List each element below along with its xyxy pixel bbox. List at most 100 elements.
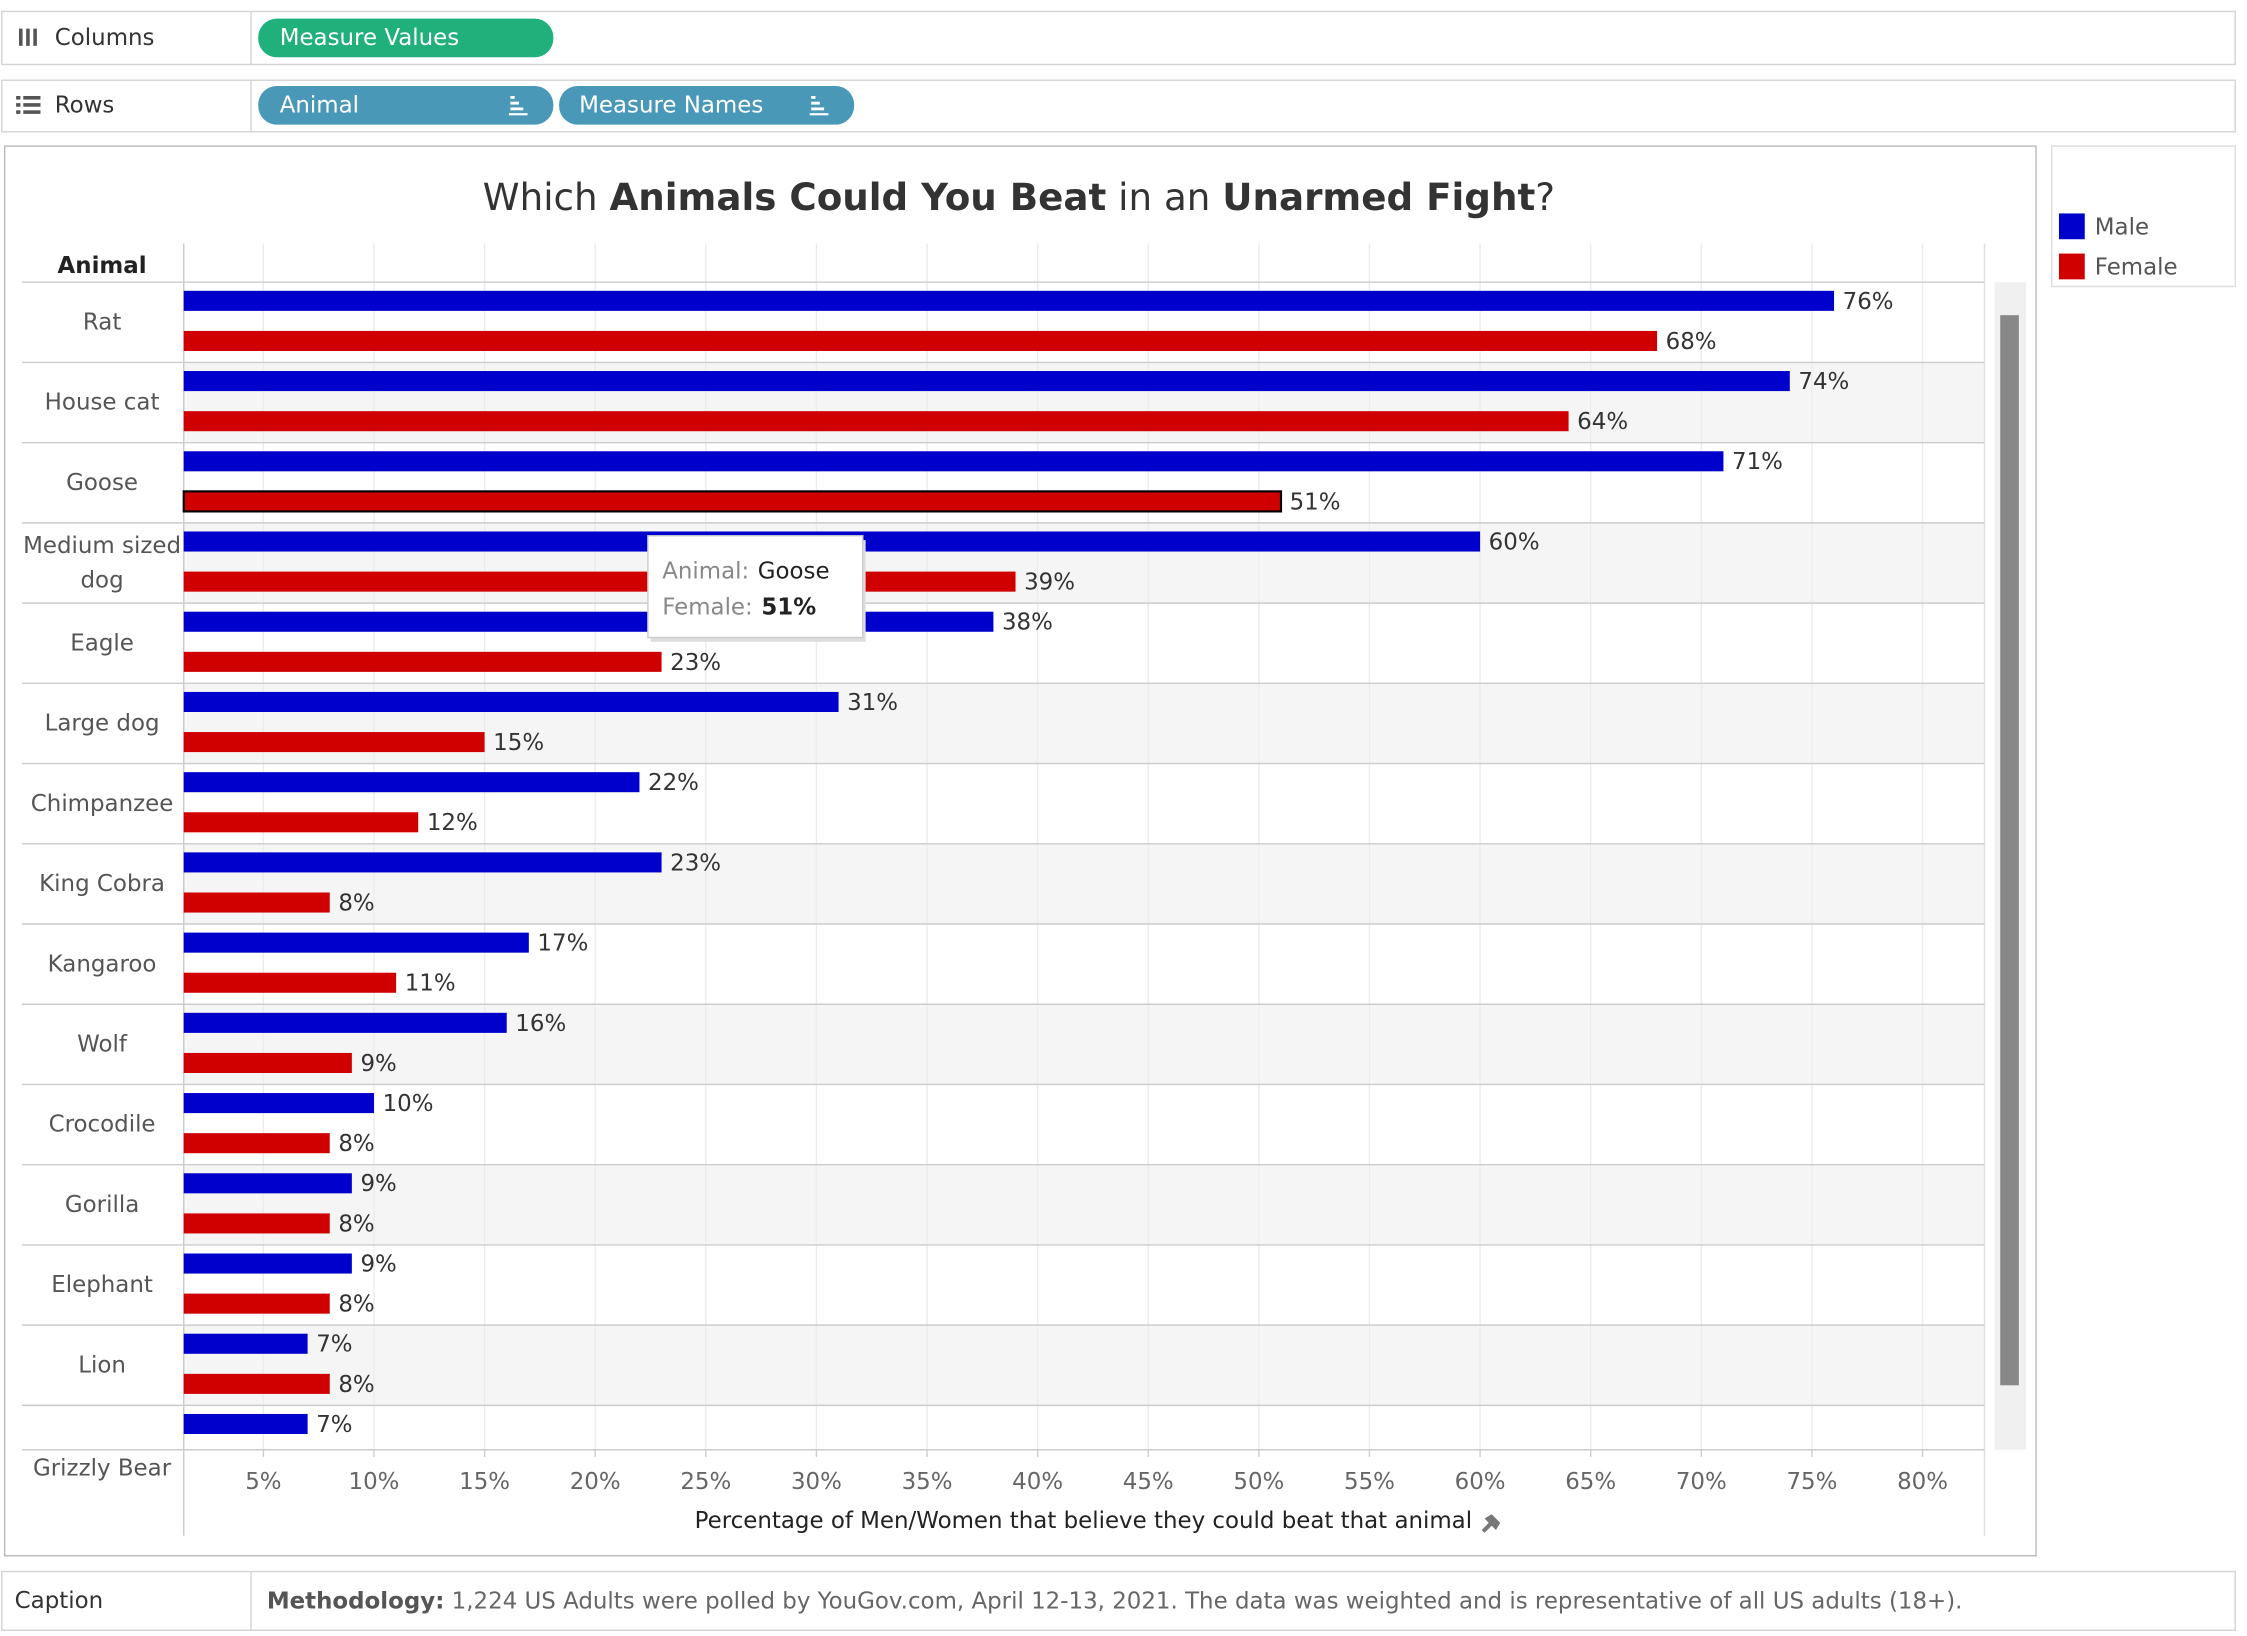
value-label: 68% <box>1666 329 1717 355</box>
x-tick-label: 30% <box>791 1469 842 1495</box>
bar <box>183 1133 330 1154</box>
pin-icon <box>1481 1514 1501 1533</box>
value-label: 60% <box>1489 529 1540 555</box>
value-label: 7% <box>316 1412 352 1438</box>
scrollbar-thumb[interactable] <box>2000 315 2019 1386</box>
x-tick-label: 25% <box>680 1469 731 1495</box>
row-band <box>183 1325 1985 1406</box>
caption-bar <box>1 1570 2236 1631</box>
bar <box>183 611 994 632</box>
bar <box>183 1293 330 1314</box>
y-tick-label: Goose <box>66 468 139 496</box>
y-tick-label: Lion <box>78 1350 126 1379</box>
tooltip-key: Animal: <box>662 558 749 584</box>
value-label: 8% <box>338 1131 374 1157</box>
value-label: 51% <box>1290 489 1341 515</box>
row-label-box: Elephant <box>51 1271 153 1298</box>
value-label: 8% <box>338 1292 374 1318</box>
bar <box>183 290 1835 311</box>
bar <box>183 371 1790 392</box>
title-segment: Animals Could You Beat <box>609 175 1106 219</box>
value-label: 9% <box>360 1251 396 1277</box>
row-label-box: Chimpanzee <box>30 789 174 817</box>
pill-label[interactable]: Measure Names <box>579 93 763 119</box>
y-tick-label: Kangaroo <box>47 949 157 978</box>
bar <box>183 651 662 672</box>
y-tick-label: Wolf <box>77 1030 127 1058</box>
bar <box>183 852 662 873</box>
value-label: 12% <box>427 810 478 836</box>
bar <box>183 1173 352 1194</box>
row-label-box: Eagle <box>70 628 134 657</box>
row-band <box>183 1164 1985 1245</box>
pill[interactable] <box>258 18 554 58</box>
title-segment: Which <box>483 175 610 219</box>
row-label-box: King Cobra <box>39 870 165 897</box>
legend-swatch <box>2058 213 2085 240</box>
y-tick-label: Chimpanzee <box>30 789 174 817</box>
bar <box>183 451 1724 472</box>
shelf-label: Rows <box>55 93 115 119</box>
y-tick-label: Grizzly Bear <box>32 1454 172 1482</box>
value-label: 31% <box>847 690 898 716</box>
row-label-box: Kangaroo <box>47 949 157 978</box>
bar <box>182 490 1283 513</box>
columns-icon <box>18 28 37 46</box>
bar <box>183 812 419 833</box>
y-tick-label: Eagle <box>70 628 134 657</box>
row-label-box: Rat <box>82 308 122 336</box>
caption-body: 1,224 US Adults were polled by YouGov.co… <box>444 1588 1962 1614</box>
y-tick-label: Large dog <box>44 709 160 737</box>
value-label: 23% <box>670 850 721 876</box>
caption-text: Methodology: 1,224 US Adults were polled… <box>267 1588 1963 1614</box>
value-label: 23% <box>670 650 721 676</box>
tooltip-value: Goose <box>758 558 830 584</box>
value-label: 15% <box>493 730 544 756</box>
row-label-box: Gorilla <box>64 1190 140 1218</box>
x-tick-label: 40% <box>1012 1469 1063 1495</box>
bar <box>183 1052 352 1073</box>
y-tick-label: Gorilla <box>64 1190 140 1218</box>
caption-lead: Methodology: <box>267 1588 445 1614</box>
bar <box>183 892 330 913</box>
legend-label: Male <box>2095 214 2149 240</box>
bar <box>183 411 1569 432</box>
row-label-box: Wolf <box>77 1030 127 1058</box>
y-tick-label: House cat <box>44 388 160 416</box>
legend-swatch <box>2058 253 2085 280</box>
value-label: 7% <box>316 1332 352 1358</box>
row-label-box: Medium sized dog <box>23 531 182 594</box>
y-tick-label: Medium sized dog <box>23 531 182 594</box>
value-label: 76% <box>1843 289 1894 315</box>
pill[interactable] <box>258 85 554 125</box>
value-label: 71% <box>1732 449 1783 475</box>
y-tick-label: Crocodile <box>48 1110 156 1138</box>
x-tick-label: 10% <box>349 1469 400 1495</box>
bar <box>183 1012 507 1033</box>
value-label: 10% <box>383 1091 434 1117</box>
value-label: 11% <box>405 971 456 997</box>
chart-title: Which Animals Could You Beat in an Unarm… <box>483 175 1555 219</box>
value-label: 8% <box>338 1211 374 1237</box>
pill-label[interactable]: Measure Values <box>280 25 459 51</box>
x-tick-label: 75% <box>1786 1469 1837 1495</box>
pill-label[interactable]: Animal <box>280 93 359 119</box>
x-tick-label: 15% <box>459 1469 510 1495</box>
pill[interactable] <box>559 85 855 125</box>
row-label-box: Goose <box>66 468 139 496</box>
value-label: 8% <box>338 890 374 916</box>
bar <box>183 932 529 953</box>
tooltip <box>647 535 864 639</box>
x-tick-label: 35% <box>902 1469 953 1495</box>
sort-icon <box>508 95 528 116</box>
value-label: 9% <box>360 1051 396 1077</box>
x-tick-label: 45% <box>1123 1469 1174 1495</box>
bar <box>183 330 1658 351</box>
value-label: 9% <box>360 1171 396 1197</box>
value-label: 64% <box>1577 409 1628 435</box>
y-tick-label: Rat <box>82 308 122 336</box>
x-tick-label: 80% <box>1897 1469 1948 1495</box>
bar <box>183 1373 330 1394</box>
value-label: 38% <box>1002 610 1053 636</box>
bar <box>183 732 485 753</box>
